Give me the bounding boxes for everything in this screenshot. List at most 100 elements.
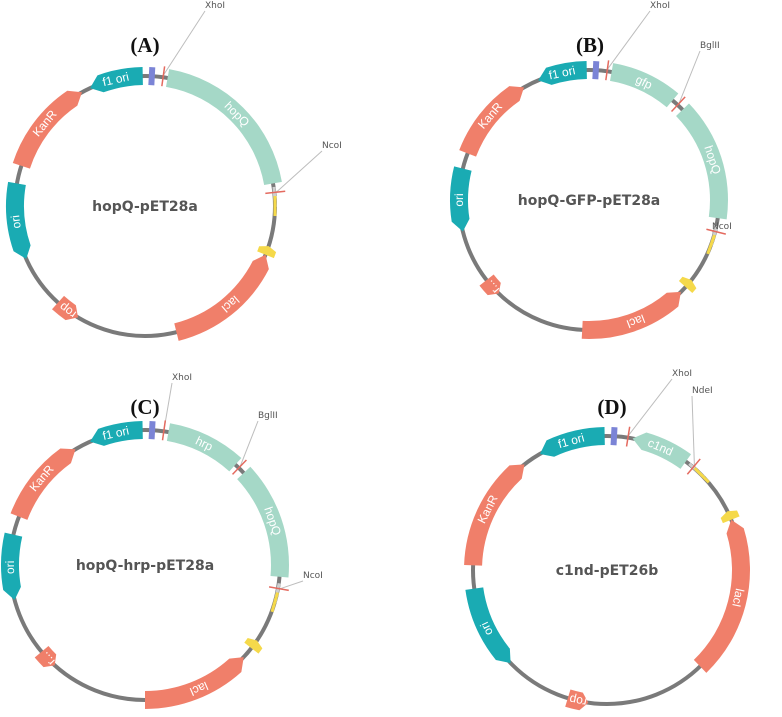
feature-arrow[interactable] (1, 532, 23, 600)
plasmid-name: hopQ-hrp-pET28a (76, 558, 214, 574)
plasmid-name: hopQ-pET28a (92, 199, 198, 215)
restriction-site-ndei[interactable]: NdeI (686, 386, 713, 475)
restriction-site-xhoi[interactable]: XhoI (161, 1, 225, 87)
panel-label: (C) (130, 395, 159, 419)
feature-ori[interactable]: ori (465, 587, 511, 664)
feature-hrp[interactable]: hrp (166, 423, 242, 472)
restriction-site-xhoi[interactable]: XhoI (161, 373, 192, 441)
site-leader-line (279, 580, 304, 590)
his-tag-marker (148, 421, 156, 440)
feature-arrow[interactable] (464, 464, 525, 566)
site-label: NdeI (692, 386, 713, 396)
feature-label: rop (568, 692, 588, 709)
plasmid-name: c1nd-pET26b (556, 563, 658, 579)
feature-arrow[interactable] (145, 657, 244, 709)
site-label: XhoI (650, 1, 670, 11)
feature-arrow[interactable] (90, 67, 143, 93)
site-label: NcoI (303, 571, 323, 581)
feature-arrow[interactable] (565, 689, 589, 711)
site-cut-mark (605, 60, 610, 81)
site-leader-line (678, 50, 701, 104)
site-cut-mark (231, 459, 247, 475)
feature-r[interactable]: r... (479, 274, 502, 297)
feature-label: ori (452, 193, 466, 206)
feature-laci[interactable]: lacI (145, 657, 244, 709)
feature-arrow[interactable] (90, 421, 143, 446)
feature-kanr[interactable]: KanR (459, 86, 524, 157)
site-leader-line (239, 420, 259, 467)
feature-hopq[interactable]: hopQ (237, 466, 289, 578)
feature-label: lacI (624, 311, 646, 331)
panel-label: (D) (597, 395, 626, 419)
feature-f1ori[interactable]: f1 ori (540, 427, 605, 457)
feature-arrow[interactable] (693, 519, 750, 673)
plasmid-map-c: (C) hopQ-hrp-pET28a f1 ori hrp hopQ lacI r... o… (1, 373, 323, 709)
feature-arrow[interactable] (166, 423, 242, 472)
feature-arrow[interactable] (465, 587, 511, 664)
feature-label: ori (8, 214, 24, 229)
feature-laci[interactable]: lacI (174, 254, 269, 341)
site-label: BglII (258, 411, 278, 421)
restriction-site-bglii[interactable]: BglII (231, 411, 278, 475)
feature-arrow[interactable] (10, 448, 76, 520)
feature-kanr[interactable]: KanR (12, 90, 82, 169)
feature-label: f1 ori (556, 431, 585, 452)
feature-arrow[interactable] (538, 61, 587, 85)
site-label: XhoI (672, 369, 692, 379)
site-leader-line (275, 150, 323, 193)
restriction-site-ncoi[interactable]: NcoI (706, 222, 732, 235)
feature-r[interactable]: r... (34, 645, 58, 668)
plasmid-name: hopQ-GFP-pET28a (518, 193, 661, 209)
feature-ori[interactable]: ori (5, 181, 31, 259)
panel-label: (B) (576, 33, 604, 57)
plasmid-map-d: (D) c1nd-pET26b f1 ori c1nd lacI rop ori KanR Xh… (464, 369, 750, 711)
feature-rop[interactable]: rop (51, 295, 79, 321)
feature-arrow[interactable] (51, 295, 79, 321)
feature-arrow[interactable] (479, 274, 501, 296)
feature-arrow[interactable] (610, 63, 679, 108)
feature-f1ori[interactable]: f1 ori (90, 421, 143, 446)
feature-ori[interactable]: ori (450, 166, 472, 232)
feature-arrow[interactable] (174, 254, 269, 341)
feature-hopq[interactable]: hopQ (676, 103, 729, 220)
feature-kanr[interactable]: KanR (464, 464, 525, 566)
feature-arrow[interactable] (581, 291, 681, 339)
feature-marker (693, 467, 710, 484)
site-cut-mark (625, 426, 631, 447)
feature-arrow[interactable] (34, 645, 57, 668)
feature-hopq[interactable]: hopQ (166, 69, 282, 185)
t7-promoter-marker (257, 246, 277, 259)
site-cut-mark (670, 96, 686, 113)
feature-laci[interactable]: lacI (693, 519, 750, 673)
feature-ori[interactable]: ori (1, 532, 23, 600)
feature-arrow[interactable] (459, 86, 524, 157)
restriction-site-xhoi[interactable]: XhoI (605, 1, 670, 81)
plasmid-map-a: (A) hopQ-pET28a f1 ori hopQ lacI rop ori KanR Xh… (5, 1, 342, 341)
feature-arrow[interactable] (676, 103, 729, 220)
restriction-site-ncoi[interactable]: NcoI (265, 141, 342, 195)
feature-arrow[interactable] (5, 181, 31, 259)
site-leader-line (162, 10, 206, 76)
feature-arrow[interactable] (12, 90, 82, 169)
feature-arrow[interactable] (450, 166, 472, 232)
feature-arrow[interactable] (166, 69, 282, 185)
site-label: XhoI (172, 373, 192, 383)
feature-f1ori[interactable]: f1 ori (538, 61, 587, 85)
site-leader-line (606, 10, 651, 70)
feature-kanr[interactable]: KanR (10, 448, 76, 520)
feature-f1ori[interactable]: f1 ori (90, 67, 143, 93)
restriction-site-xhoi[interactable]: XhoI (625, 369, 692, 447)
feature-laci[interactable]: lacI (581, 291, 681, 339)
feature-label: gfp (633, 72, 654, 92)
t7-promoter-marker (244, 637, 263, 654)
panel-label: (A) (130, 33, 159, 57)
feature-arrow[interactable] (540, 427, 605, 457)
feature-c1nd[interactable]: c1nd (632, 432, 692, 469)
feature-gfp[interactable]: gfp (610, 63, 679, 108)
site-label: NcoI (322, 141, 342, 151)
feature-arrow[interactable] (237, 466, 289, 578)
feature-rop[interactable]: rop (565, 689, 589, 711)
restriction-site-bglii[interactable]: BglII (670, 41, 720, 113)
feature-arrow[interactable] (632, 432, 692, 469)
restriction-site-ncoi[interactable]: NcoI (268, 571, 323, 592)
